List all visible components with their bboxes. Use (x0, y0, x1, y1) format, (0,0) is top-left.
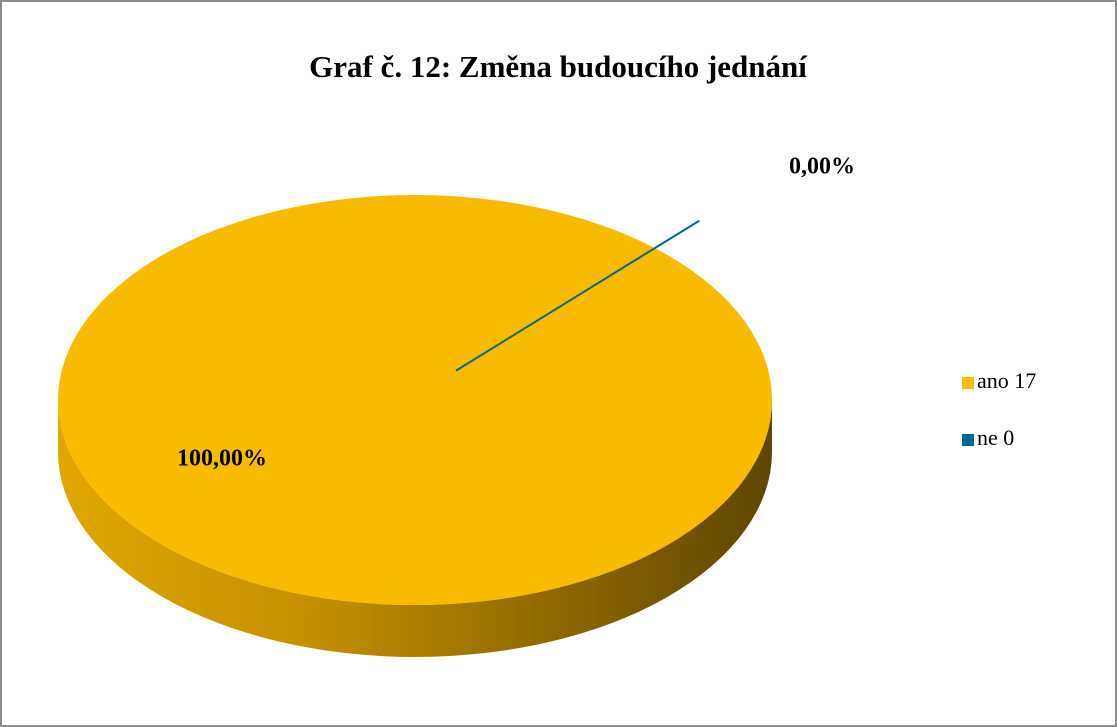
data-label: 0,00% (789, 154, 855, 180)
pie: 100,00% 0,00% (58, 154, 855, 657)
legend-swatch (962, 377, 974, 389)
chart-title: Graf č. 12: Změna budoucího jednání (309, 49, 807, 84)
data-label: 100,00% (177, 446, 267, 472)
legend-swatch (962, 434, 974, 446)
pie-side (58, 400, 772, 657)
pie-slice (58, 195, 772, 605)
legend: ano 17 ne 0 (962, 368, 1036, 450)
pie-slice (455, 219, 700, 372)
legend-label: ne 0 (977, 425, 1014, 450)
legend-label: ano 17 (977, 368, 1036, 393)
